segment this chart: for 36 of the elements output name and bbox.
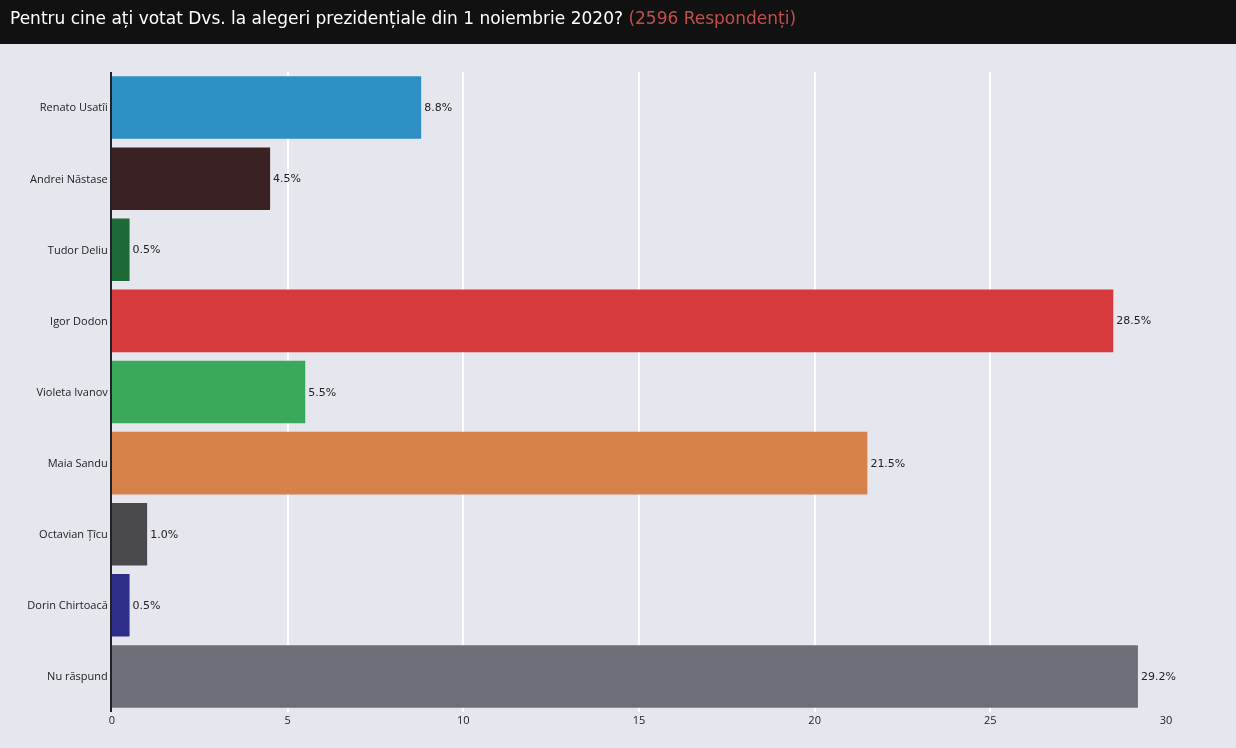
data-label: 21.5% (870, 456, 906, 470)
bar (112, 360, 306, 424)
bar (112, 574, 130, 637)
y-tick-label: Octavian Țîcu (39, 526, 108, 542)
x-tick-label: 15 (632, 712, 646, 727)
x-tick-label: 25 (984, 712, 997, 727)
bar (112, 76, 422, 139)
bar (112, 218, 130, 282)
y-tick-label: Igor Dodon (50, 312, 108, 328)
data-label: 4.5% (273, 172, 302, 186)
y-tick-label: Renato Usatîi (39, 99, 108, 115)
y-tick-label: Tudor Deliu (47, 241, 108, 257)
y-tick-label: Violeta Ivanov (36, 383, 109, 399)
y-tick-label: Andrei Năstase (29, 170, 108, 186)
data-label: 28.5% (1116, 314, 1152, 328)
y-tick-label: Dorin Chirtoacă (27, 597, 108, 613)
x-tick-label: 10 (457, 712, 470, 727)
data-label: 1.0% (150, 527, 179, 541)
data-label: 5.5% (308, 385, 337, 399)
bar (112, 645, 1138, 708)
data-label: 0.5% (132, 598, 161, 612)
x-tick-label: 30 (1159, 712, 1173, 727)
data-label: 29.2% (1140, 669, 1176, 683)
chart-title: Pentru cine ați votat Dvs. la alegeri prezidențiale din 1 noiembrie 2020? (10, 8, 623, 28)
bar (112, 431, 868, 495)
y-tick-label: Maia Sandu (47, 454, 108, 470)
x-tick-label: 20 (808, 712, 821, 727)
x-tick-label: 5 (284, 712, 291, 727)
chart-subtitle: (2596 Respondenți) (628, 8, 797, 28)
x-tick-label: 0 (108, 712, 116, 727)
data-label: 0.5% (132, 243, 161, 257)
bar (112, 502, 148, 566)
bar (112, 289, 1114, 353)
bar (112, 147, 271, 210)
data-label: 8.8% (424, 101, 453, 115)
y-tick-label: Nu răspund (47, 668, 108, 684)
